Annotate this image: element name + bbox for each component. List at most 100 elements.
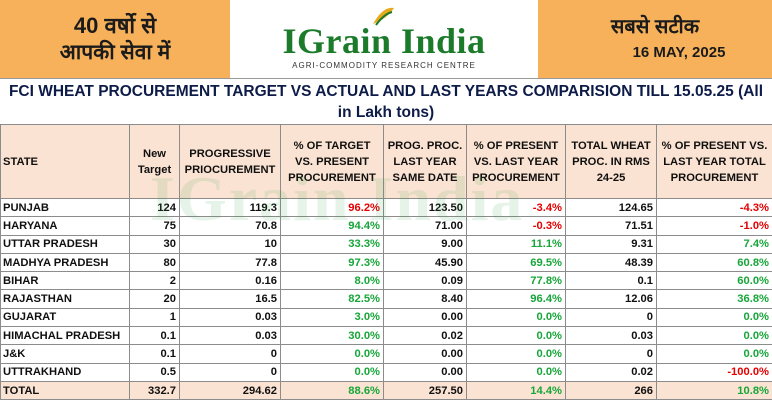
cell-state: HARYANA xyxy=(0,216,130,236)
table-header-row: STATE New Target PROGRESSIVE PRIOCUREMEN… xyxy=(0,124,772,199)
tagline-right: सबसे सटीक 16 MAY, 2025 xyxy=(537,0,772,78)
table-row: HARYANA 75 70.8 94.4% 71.00 -0.3% 71.51 … xyxy=(0,216,772,236)
cell-progressive: 0.03 xyxy=(179,326,281,346)
cell-pct-total: 0.0% xyxy=(656,344,772,364)
cell-target: 75 xyxy=(129,216,180,236)
cell-state: RAJASTHAN xyxy=(0,289,130,309)
cell-target: 1 xyxy=(129,307,180,328)
cell-pct-target: 8.0% xyxy=(280,271,384,291)
col-header-pct-last: % OF PRESENT VS. LAST YEAR PROCUREMENT xyxy=(466,124,566,199)
cell-total-2425: 9.31 xyxy=(565,234,657,254)
table-row: RAJASTHAN 20 16.5 82.5% 8.40 96.4% 12.06… xyxy=(0,289,772,309)
cell-progressive: 77.8 xyxy=(179,252,281,273)
cell-pct-total: 0.0% xyxy=(656,307,772,328)
cell-last-year: 0.02 xyxy=(383,326,467,346)
report-date: 16 MAY, 2025 xyxy=(632,44,726,61)
col-header-progressive: PROGRESSIVE PRIOCUREMENT xyxy=(179,124,281,199)
cell-last-year: 0.00 xyxy=(383,344,467,364)
cell-pct-total: 7.4% xyxy=(656,234,772,254)
cell-total-2425: 124.65 xyxy=(565,197,657,218)
cell-total-2425: 0 xyxy=(565,307,657,328)
cell-pct-last: 14.4% xyxy=(466,380,566,401)
cell-pct-last: -3.4% xyxy=(466,197,566,218)
cell-total-2425: 0.03 xyxy=(565,326,657,346)
cell-pct-target: 82.5% xyxy=(280,289,384,309)
cell-pct-target: 94.4% xyxy=(280,216,384,236)
cell-progressive: 16.5 xyxy=(179,289,281,309)
cell-pct-last: 96.4% xyxy=(466,289,566,309)
cell-last-year: 71.00 xyxy=(383,216,467,236)
cell-total-2425: 0.1 xyxy=(565,271,657,291)
cell-pct-target: 3.0% xyxy=(280,307,384,328)
table-total-row: TOTAL 332.7 294.62 88.6% 257.50 14.4% 26… xyxy=(0,380,772,401)
cell-progressive: 0 xyxy=(179,344,281,364)
cell-pct-last: 0.0% xyxy=(466,307,566,328)
table-row: BIHAR 2 0.16 8.0% 0.09 77.8% 0.1 60.0% xyxy=(0,271,772,291)
cell-pct-total: 0.0% xyxy=(656,326,772,346)
cell-pct-last: 0.0% xyxy=(466,344,566,364)
wheat-logo-icon xyxy=(373,7,394,26)
tagline-left-line1: 40 वर्षो से xyxy=(73,12,157,38)
cell-target: 2 xyxy=(129,271,180,291)
cell-pct-target: 0.0% xyxy=(280,344,384,364)
cell-state: MADHYA PRADESH xyxy=(0,252,130,273)
cell-pct-target: 96.2% xyxy=(280,197,384,218)
brand-name: IGrain India xyxy=(282,21,486,61)
cell-pct-target: 30.0% xyxy=(280,326,384,346)
table-row: UTTAR PRADESH 30 10 33.3% 9.00 11.1% 9.3… xyxy=(0,234,772,254)
cell-total-2425: 266 xyxy=(565,380,657,401)
cell-state: J&K xyxy=(0,344,130,364)
cell-pct-total: -1.0% xyxy=(656,216,772,236)
cell-progressive: 119.3 xyxy=(179,197,281,218)
cell-target: 0.1 xyxy=(129,344,180,364)
cell-pct-last: 69.5% xyxy=(466,252,566,273)
cell-pct-target: 0.0% xyxy=(280,362,384,382)
col-header-pct-target: % OF TARGET VS. PRESENT PROCUREMENT xyxy=(280,124,384,199)
cell-pct-last: 0.0% xyxy=(466,362,566,382)
cell-total-2425: 0 xyxy=(565,344,657,364)
tagline-left: 40 वर्षो से आपकी सेवा में xyxy=(0,0,231,78)
cell-last-year: 123.50 xyxy=(383,197,467,218)
cell-pct-last: 0.0% xyxy=(466,326,566,346)
cell-state: UTTRAKHAND xyxy=(0,362,130,382)
cell-target: 20 xyxy=(129,289,180,309)
cell-progressive: 294.62 xyxy=(179,380,281,401)
cell-pct-total: -100.0% xyxy=(656,362,772,382)
cell-last-year: 0.00 xyxy=(383,362,467,382)
cell-pct-last: 77.8% xyxy=(466,271,566,291)
col-header-pct-total: % OF PRESENT VS. LAST YEAR TOTAL PROCURE… xyxy=(656,124,772,199)
cell-target: 124 xyxy=(129,197,180,218)
cell-last-year: 0.09 xyxy=(383,271,467,291)
tagline-right-line1: सबसे सटीक xyxy=(610,16,700,38)
cell-total-2425: 0.02 xyxy=(565,362,657,382)
cell-pct-total: 60.8% xyxy=(656,252,772,273)
table-row: J&K 0.1 0 0.0% 0.00 0.0% 0 0.0% xyxy=(0,344,772,364)
cell-state: TOTAL xyxy=(0,380,130,401)
cell-total-2425: 48.39 xyxy=(565,252,657,273)
table-row: UTTRAKHAND 0.5 0 0.0% 0.00 0.0% 0.02 -10… xyxy=(0,362,772,382)
cell-progressive: 70.8 xyxy=(179,216,281,236)
cell-pct-total: 10.8% xyxy=(656,380,772,401)
cell-pct-total: 36.8% xyxy=(656,289,772,309)
table-row: MADHYA PRADESH 80 77.8 97.3% 45.90 69.5%… xyxy=(0,252,772,273)
cell-pct-last: 11.1% xyxy=(466,234,566,254)
cell-target: 0.5 xyxy=(129,362,180,382)
cell-target: 332.7 xyxy=(129,380,180,401)
cell-last-year: 45.90 xyxy=(383,252,467,273)
cell-last-year: 0.00 xyxy=(383,307,467,328)
cell-target: 0.1 xyxy=(129,326,180,346)
cell-state: BIHAR xyxy=(0,271,130,291)
cell-pct-target: 97.3% xyxy=(280,252,384,273)
col-header-state: STATE xyxy=(0,124,130,199)
cell-progressive: 0.16 xyxy=(179,271,281,291)
cell-total-2425: 71.51 xyxy=(565,216,657,236)
col-header-target: New Target xyxy=(129,124,180,199)
col-header-total-2425: TOTAL WHEAT PROC. IN RMS 24-25 xyxy=(565,124,657,199)
table-row: HIMACHAL PRADESH 0.1 0.03 30.0% 0.02 0.0… xyxy=(0,326,772,346)
cell-pct-last: -0.3% xyxy=(466,216,566,236)
cell-progressive: 0.03 xyxy=(179,307,281,328)
cell-pct-target: 88.6% xyxy=(280,380,384,401)
procurement-table: STATE New Target PROGRESSIVE PRIOCUREMEN… xyxy=(0,124,772,401)
col-header-last-year: PROG. PROC. LAST YEAR SAME DATE xyxy=(383,124,467,199)
